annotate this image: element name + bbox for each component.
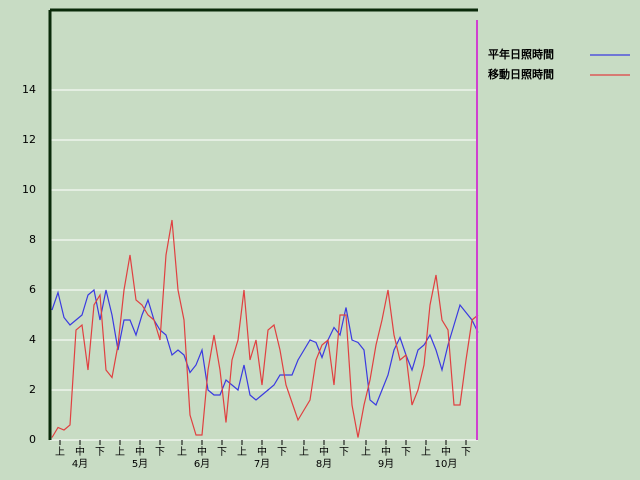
x-tick-label: 上 xyxy=(55,446,65,458)
legend-label: 移動日照時間 xyxy=(488,67,554,81)
x-tick-label: 中 xyxy=(197,445,207,458)
x-tick-label: 下 xyxy=(339,447,349,458)
month-label: 8月 xyxy=(316,458,332,470)
y-tick-label: 14 xyxy=(22,83,36,96)
series-line xyxy=(51,219,479,438)
month-label: 5月 xyxy=(132,458,148,470)
month-label: 7月 xyxy=(254,458,270,470)
month-label: 4月 xyxy=(72,458,88,470)
grid: 02468101214上中下上中下上中下上中下上中下上中下上中下4月 5月 6月 7月… xyxy=(22,83,478,470)
y-tick-label: 12 xyxy=(22,133,36,146)
x-tick-label: 中 xyxy=(75,445,85,458)
x-tick-label: 上 xyxy=(115,446,125,458)
y-tick-label: 6 xyxy=(29,283,36,296)
x-tick-label: 上 xyxy=(299,446,309,458)
y-tick-label: 8 xyxy=(29,233,36,246)
x-tick-label: 中 xyxy=(381,445,391,458)
x-tick-label: 下 xyxy=(401,447,411,458)
x-tick-label: 上 xyxy=(361,446,371,458)
x-tick-label: 中 xyxy=(441,445,451,458)
month-label: 9月 xyxy=(378,458,394,470)
x-tick-label: 下 xyxy=(217,447,227,458)
x-tick-label: 上 xyxy=(177,446,187,458)
plot xyxy=(51,219,479,438)
month-label: 10月 xyxy=(435,458,458,470)
y-tick-label: 2 xyxy=(29,383,36,396)
x-tick-label: 中 xyxy=(319,445,329,458)
x-tick-label: 上 xyxy=(237,446,247,458)
y-tick-label: 0 xyxy=(29,433,36,446)
x-tick-label: 中 xyxy=(257,445,267,458)
legend-label: 平年日照時間 xyxy=(488,47,554,61)
series-line xyxy=(51,288,479,406)
y-tick-label: 10 xyxy=(22,183,36,196)
x-tick-label: 下 xyxy=(461,447,471,458)
x-tick-label: 下 xyxy=(277,447,287,458)
x-tick-label: 下 xyxy=(95,447,105,458)
x-tick-label: 上 xyxy=(421,446,431,458)
x-tick-label: 中 xyxy=(135,445,145,458)
x-tick-label: 下 xyxy=(155,447,165,458)
y-tick-label: 4 xyxy=(29,333,36,346)
month-label: 6月 xyxy=(194,458,210,470)
